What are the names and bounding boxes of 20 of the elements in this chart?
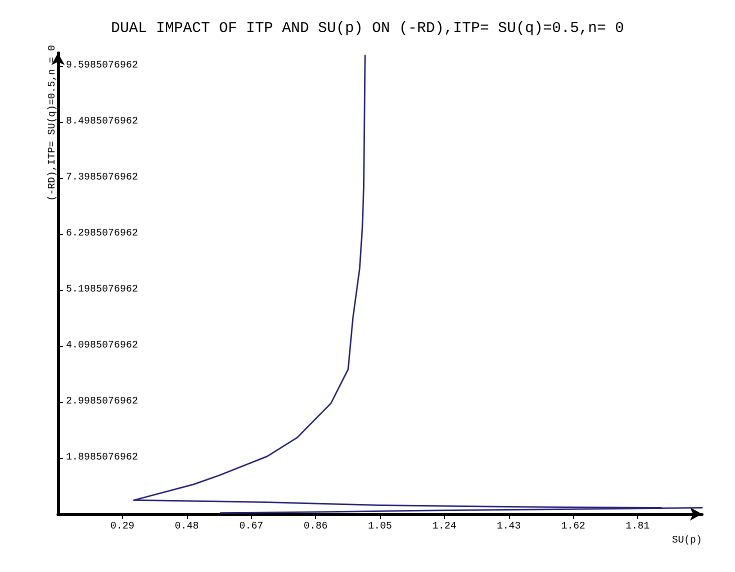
x-tick-label: 1.62 — [561, 522, 586, 532]
x-tick-label: 0.29 — [110, 522, 134, 532]
y-tick-label: 2.9985076962 — [66, 396, 138, 408]
x-tick-label: 1.05 — [368, 522, 392, 532]
y-tick-label: 9.5985076962 — [66, 60, 138, 72]
x-tick-label: 0.48 — [174, 522, 199, 532]
y-tick-label: 8.4985076962 — [66, 116, 138, 128]
y-tick-label: 7.3985076962 — [66, 172, 138, 184]
y-axis-title: (-RD),ITP= SU(q)=0.5,n = 0 — [46, 45, 58, 202]
x-tick-label: 1.81 — [626, 522, 650, 532]
y-tick-label: 1.8985076962 — [66, 452, 138, 464]
y-tick-label: 4.0985076962 — [66, 340, 138, 352]
x-tick-label: 1.43 — [496, 522, 521, 532]
x-tick-label: 1.24 — [432, 522, 456, 532]
x-tick-label: 0.86 — [304, 522, 328, 532]
y-tick-label: 5.1985076962 — [66, 284, 138, 296]
chart-title: DUAL IMPACT OF ITP AND SU(p) ON (-RD),ITP= SU(q)=0.5,n= 0 — [110, 20, 624, 37]
x-tick-label: 0.67 — [239, 522, 264, 532]
x-axis-title: SU(p) — [672, 534, 702, 546]
y-tick-label: 6.2985076962 — [66, 228, 138, 240]
